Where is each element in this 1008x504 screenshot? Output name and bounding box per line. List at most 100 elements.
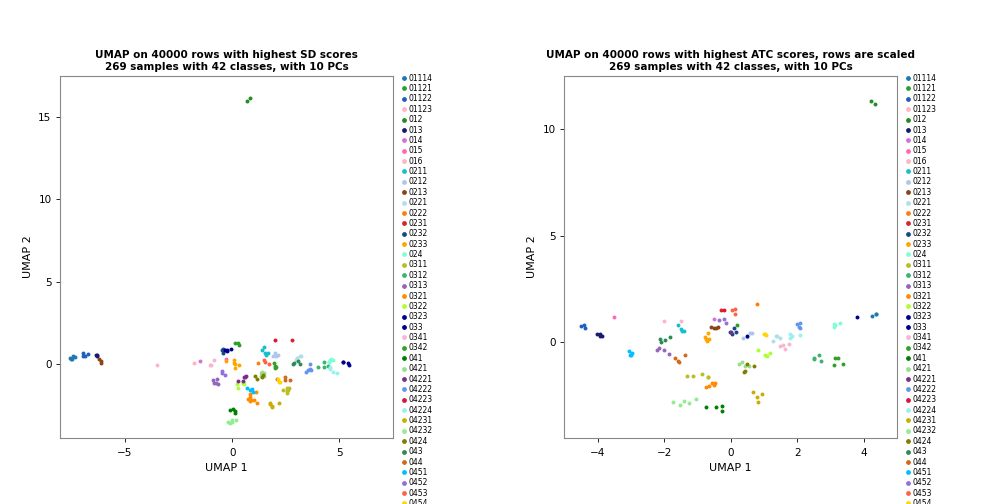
Point [623, 351, 639, 359]
Point [810, 351, 827, 359]
Point [242, 94, 258, 102]
Point [710, 323, 726, 331]
Point [289, 357, 305, 365]
Point [291, 352, 307, 360]
Point [737, 367, 753, 375]
Point [236, 380, 252, 388]
Point [723, 328, 739, 336]
Point [707, 315, 723, 323]
Point [674, 327, 690, 335]
Point [749, 393, 765, 401]
Point [827, 323, 843, 331]
Point [253, 372, 269, 381]
Point [230, 339, 246, 347]
Point [746, 362, 762, 370]
Y-axis label: UMAP 2: UMAP 2 [22, 236, 32, 278]
Point [737, 362, 753, 370]
Point [231, 341, 247, 349]
Point [259, 349, 275, 357]
Point [279, 387, 295, 395]
Point [784, 332, 800, 340]
Point [653, 338, 669, 346]
Point [218, 357, 234, 365]
Point [316, 358, 332, 366]
Point [782, 334, 798, 342]
Point [216, 346, 232, 354]
Point [757, 351, 773, 359]
Point [218, 355, 234, 363]
Point [322, 365, 338, 373]
Point [593, 330, 609, 338]
Point [715, 407, 731, 415]
Point [805, 354, 822, 362]
Point [757, 330, 773, 338]
Point [321, 357, 337, 365]
Point [216, 345, 232, 353]
Point [753, 390, 769, 398]
Point [868, 100, 884, 108]
Point [264, 402, 280, 410]
X-axis label: UMAP 1: UMAP 1 [710, 463, 752, 473]
Point [265, 352, 281, 360]
Point [257, 349, 273, 357]
Point [223, 345, 239, 353]
Point [724, 306, 740, 314]
Point [287, 356, 303, 364]
Point [280, 386, 296, 394]
Point [698, 333, 714, 341]
Point [827, 354, 843, 362]
Point [576, 321, 592, 329]
Point [267, 336, 283, 344]
Point [256, 372, 272, 380]
Point [762, 349, 778, 357]
Point [717, 316, 733, 324]
Point [685, 372, 702, 381]
Point [624, 349, 640, 357]
Point [676, 351, 692, 359]
Point [744, 329, 760, 337]
Point [750, 398, 766, 406]
Point [792, 324, 808, 332]
Point [76, 352, 92, 360]
Point [206, 376, 222, 384]
Point [214, 369, 230, 377]
Point [868, 310, 884, 318]
Point [224, 416, 240, 424]
Point [736, 334, 752, 342]
Point [656, 346, 672, 354]
Point [267, 364, 283, 372]
Point [231, 376, 247, 385]
Point [589, 330, 605, 338]
Point [316, 363, 332, 371]
Point [256, 368, 272, 376]
Point [737, 367, 753, 375]
Title: UMAP on 40000 rows with highest SD scores
269 samples with 42 classes, with 10 P: UMAP on 40000 rows with highest SD score… [96, 50, 358, 72]
Point [279, 384, 295, 392]
Point [665, 398, 681, 406]
X-axis label: UMAP 1: UMAP 1 [206, 463, 248, 473]
Point [218, 346, 234, 354]
Point [264, 403, 280, 411]
Point [204, 361, 220, 369]
Point [707, 381, 723, 389]
Point [849, 313, 865, 321]
Point [578, 324, 594, 332]
Point [228, 416, 244, 424]
Point [246, 396, 262, 404]
Point [759, 352, 775, 360]
Point [289, 354, 305, 362]
Point [681, 399, 698, 407]
Point [622, 351, 638, 359]
Point [256, 356, 272, 364]
Point [716, 306, 732, 314]
Point [701, 329, 717, 337]
Point [298, 368, 314, 376]
Point [242, 390, 258, 398]
Point [827, 321, 843, 329]
Point [299, 366, 316, 374]
Point [224, 418, 240, 426]
Point [765, 337, 781, 345]
Point [656, 317, 672, 325]
Point [266, 359, 282, 367]
Point [768, 333, 784, 341]
